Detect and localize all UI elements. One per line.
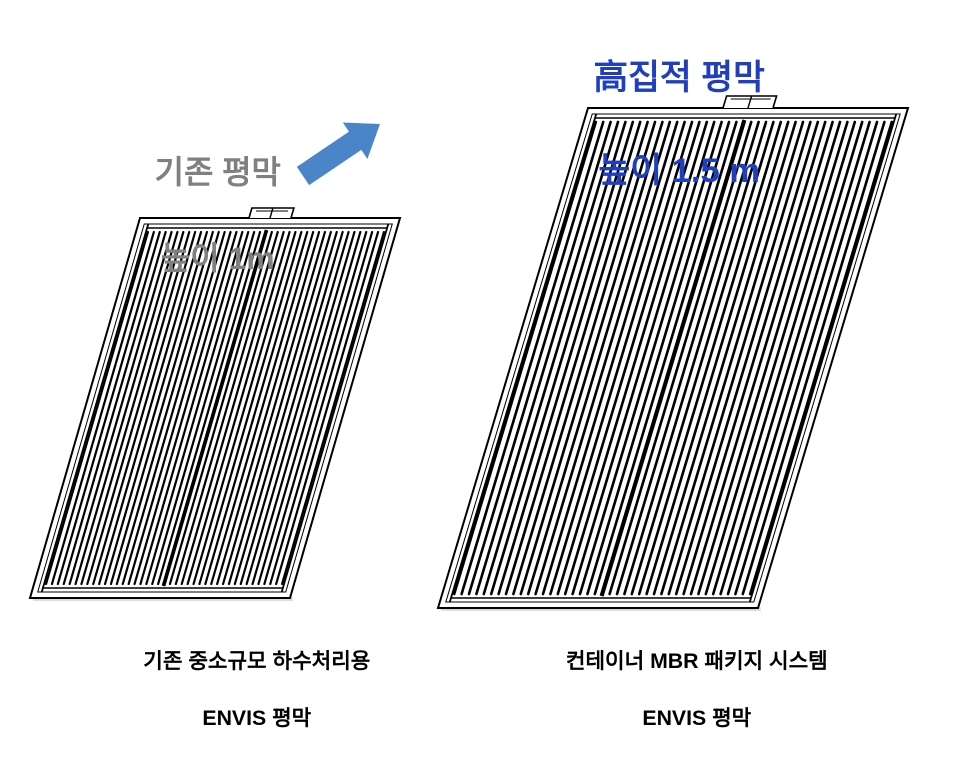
left-panel-caption: 기존 중소규모 하수처리용 ENVIS 평막 xyxy=(80,618,410,762)
diagram-canvas: 기존 평막 높이 1m 高집적 평막 높이 1.5 m 기존 중소규모 하수처리… xyxy=(0,0,966,681)
left-title-line1: 기존 평막 xyxy=(155,154,281,190)
left-panel-title: 기존 평막 높이 1m xyxy=(70,108,330,323)
right-panel-title: 高집적 평막 높이 1.5 m xyxy=(490,8,830,241)
left-title-line2: 높이 1m xyxy=(161,240,275,276)
right-title-line2: 높이 1.5 m xyxy=(598,152,760,190)
left-caption-line1: 기존 중소규모 하수처리용 xyxy=(143,649,370,673)
right-caption-line1: 컨테이너 MBR 패키지 시스템 xyxy=(566,649,828,673)
left-caption-line2: ENVIS 평막 xyxy=(202,706,311,730)
right-caption-line2: ENVIS 평막 xyxy=(642,706,751,730)
right-title-line1: 高집적 평막 xyxy=(594,59,765,97)
right-panel-caption: 컨테이너 MBR 패키지 시스템 ENVIS 평막 xyxy=(500,618,870,762)
